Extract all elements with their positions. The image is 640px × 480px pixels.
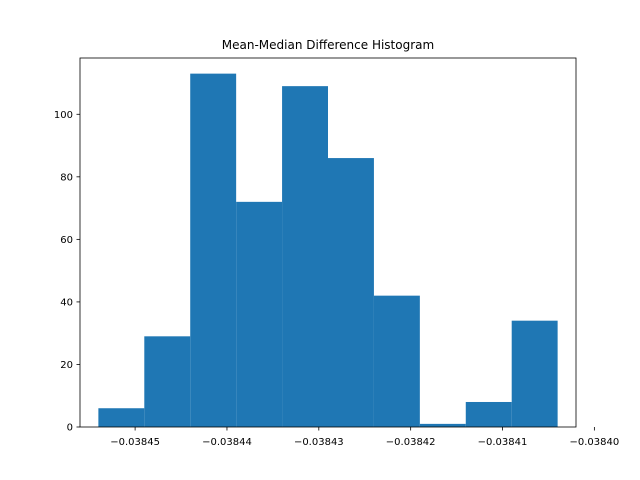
y-axis: 0 20 40 60 80 100 <box>54 110 80 434</box>
x-axis: −0.03845 −0.03844 −0.03843 −0.03842 −0.03841… <box>110 427 619 448</box>
histogram-bar-6 <box>373 295 420 427</box>
x-tick-label: −0.03844 <box>202 437 252 448</box>
histogram-bar-4 <box>282 86 328 427</box>
y-tick-label: 100 <box>54 110 73 121</box>
bars-group <box>98 73 558 427</box>
histogram-bar-7 <box>419 423 466 427</box>
y-tick-label: 0 <box>67 423 73 434</box>
y-tick-label: 60 <box>60 235 73 246</box>
histogram-bar-8 <box>465 401 512 427</box>
histogram-bar-3 <box>236 201 283 427</box>
x-tick-label: −0.03841 <box>478 437 528 448</box>
histogram-bar-5 <box>328 158 374 427</box>
x-tick-label: −0.03842 <box>386 437 436 448</box>
histogram-bar-2 <box>190 73 237 427</box>
histogram-bar-1 <box>144 336 191 427</box>
histogram-bar-9 <box>511 320 558 427</box>
plot-frame <box>79 57 577 428</box>
x-tick-label: −0.03843 <box>294 437 344 448</box>
x-tick-label: −0.03840 <box>570 437 620 448</box>
y-tick-label: 20 <box>60 360 73 371</box>
x-tick-label: −0.03845 <box>110 437 160 448</box>
histogram-bar-0 <box>98 408 145 427</box>
y-tick-label: 80 <box>60 172 73 183</box>
y-tick-label: 40 <box>60 297 73 308</box>
chart-title: Mean-Median Difference Histogram <box>222 38 434 52</box>
